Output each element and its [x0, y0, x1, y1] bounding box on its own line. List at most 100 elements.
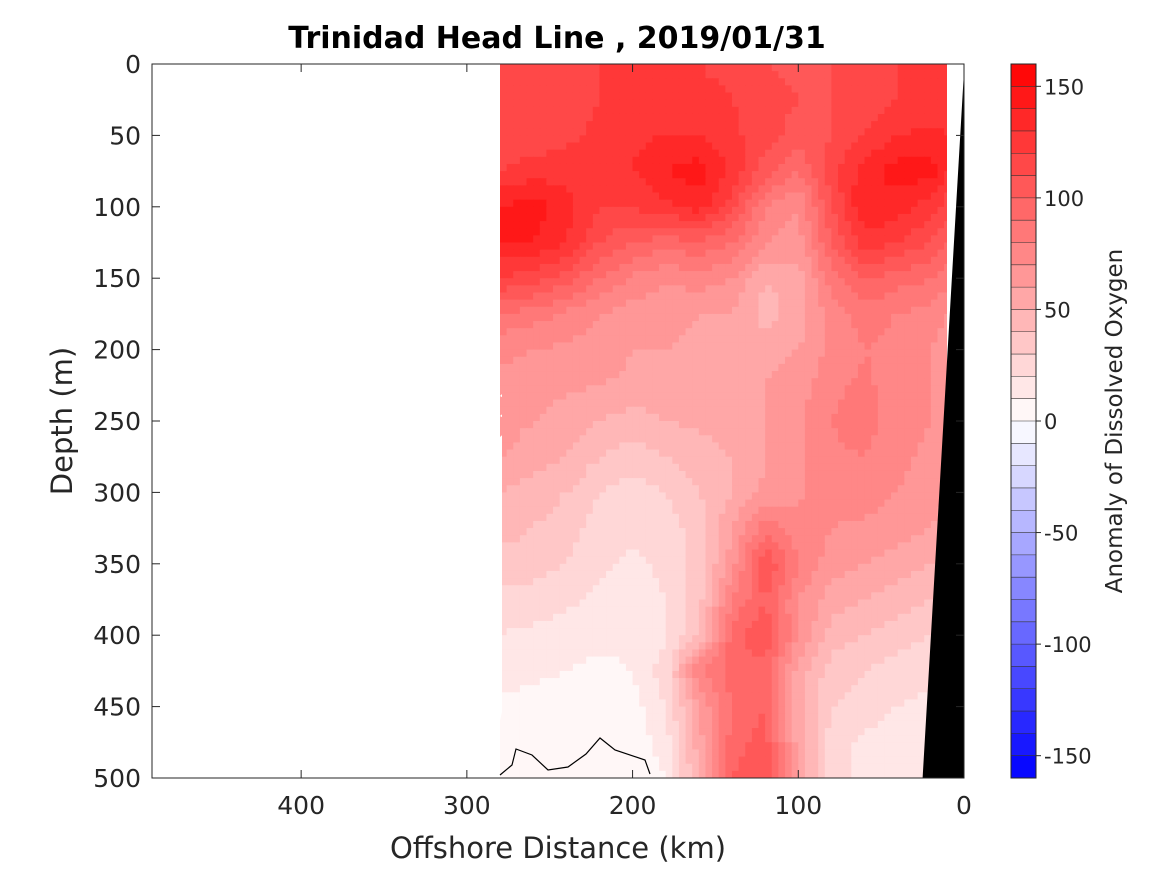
heatmap-cell — [659, 192, 667, 201]
heatmap-cell — [758, 478, 766, 486]
heatmap-cell — [838, 520, 846, 529]
heatmap-cell — [546, 313, 554, 322]
heatmap-cell — [738, 185, 746, 194]
heatmap-cell — [652, 271, 660, 279]
heatmap-cell — [738, 535, 746, 543]
heatmap-cell — [804, 135, 813, 144]
heatmap-cell — [639, 428, 647, 436]
heatmap-cell — [745, 128, 753, 136]
heatmap-cell — [745, 513, 753, 522]
heatmap-cell — [798, 113, 806, 122]
heatmap-cell — [572, 456, 581, 465]
heatmap-cell — [672, 85, 680, 94]
heatmap-cell — [924, 78, 932, 87]
heatmap-cell — [599, 356, 607, 365]
heatmap-cell — [944, 342, 947, 351]
heatmap-cell — [904, 421, 912, 429]
heatmap-cell — [539, 342, 547, 351]
heatmap-cell — [533, 321, 541, 329]
heatmap-cell — [506, 356, 514, 365]
heatmap-cell — [712, 463, 720, 472]
heatmap-cell — [506, 78, 514, 87]
heatmap-cell — [897, 235, 905, 244]
heatmap-cell — [738, 128, 746, 136]
heatmap-cell — [897, 85, 905, 94]
heatmap-cell — [572, 463, 581, 472]
heatmap-cell — [685, 378, 693, 386]
heatmap-cell — [824, 349, 833, 358]
heatmap-cell — [831, 235, 839, 244]
heatmap-cell — [546, 299, 554, 308]
heatmap-cell — [937, 321, 945, 329]
heatmap-cell — [877, 528, 886, 536]
heatmap-cell — [778, 135, 786, 144]
heatmap-cell — [791, 463, 799, 472]
heatmap-cell — [665, 85, 673, 94]
heatmap-cell — [771, 542, 779, 551]
heatmap-cell — [519, 535, 528, 543]
heatmap-cell — [897, 192, 905, 201]
heatmap-cell — [546, 221, 554, 229]
heatmap-cell — [652, 292, 660, 301]
heatmap-cell — [612, 520, 620, 529]
heatmap-cell — [546, 470, 554, 479]
heatmap-cell — [758, 121, 766, 129]
heatmap-cell — [692, 313, 700, 322]
heatmap-cell — [824, 113, 833, 122]
heatmap-cell — [526, 513, 534, 522]
heatmap-cell — [506, 292, 514, 301]
heatmap-cell — [917, 449, 925, 458]
heatmap-cell — [712, 242, 720, 251]
heatmap-cell — [910, 299, 919, 308]
heatmap-cell — [904, 470, 912, 479]
heatmap-cell — [546, 528, 554, 536]
heatmap-cell — [877, 542, 886, 551]
heatmap-cell — [778, 421, 786, 429]
heatmap-cell — [831, 163, 839, 172]
heatmap-cell — [857, 221, 866, 229]
heatmap-cell — [930, 113, 939, 122]
heatmap-cell — [732, 378, 740, 386]
heatmap-cell — [606, 185, 614, 194]
heatmap-cell — [553, 363, 561, 372]
heatmap-cell — [526, 506, 534, 515]
heatmap-cell — [851, 249, 859, 258]
heatmap-cell — [738, 506, 746, 515]
heatmap-cell — [665, 470, 673, 479]
heatmap-cell — [639, 570, 647, 579]
heatmap-cell — [572, 256, 581, 265]
heatmap-cell — [572, 470, 581, 479]
heatmap-cell — [586, 78, 594, 87]
heatmap-cell — [559, 171, 567, 179]
heatmap-cell — [864, 85, 872, 94]
heatmap-cell — [513, 242, 521, 251]
heatmap-cell — [818, 506, 826, 515]
heatmap-cell — [592, 71, 601, 79]
heatmap-cell — [877, 235, 886, 244]
heatmap-cell — [519, 99, 528, 108]
heatmap-cell — [685, 292, 693, 301]
heatmap-cell — [745, 421, 753, 429]
heatmap-cell — [804, 199, 813, 208]
heatmap-cell — [930, 313, 939, 322]
heatmap-cell — [831, 256, 839, 265]
heatmap-cell — [698, 356, 707, 365]
heatmap-cell — [718, 235, 726, 244]
heatmap-cell — [712, 106, 720, 115]
heatmap-cell — [871, 463, 879, 472]
heatmap-cell — [891, 549, 899, 558]
heatmap-cell — [586, 371, 594, 379]
heatmap-cell — [785, 306, 793, 315]
heatmap-cell — [592, 85, 601, 94]
heatmap-cell — [771, 449, 779, 458]
heatmap-cell — [917, 371, 925, 379]
heatmap-cell — [864, 213, 872, 222]
heatmap-cell — [818, 435, 826, 444]
heatmap-cell — [871, 378, 879, 386]
heatmap-cell — [917, 442, 925, 451]
heatmap-cell — [526, 499, 534, 508]
heatmap-cell — [924, 492, 932, 501]
heatmap-cell — [758, 563, 766, 572]
heatmap-cell — [639, 121, 647, 129]
heatmap-cell — [871, 442, 879, 451]
